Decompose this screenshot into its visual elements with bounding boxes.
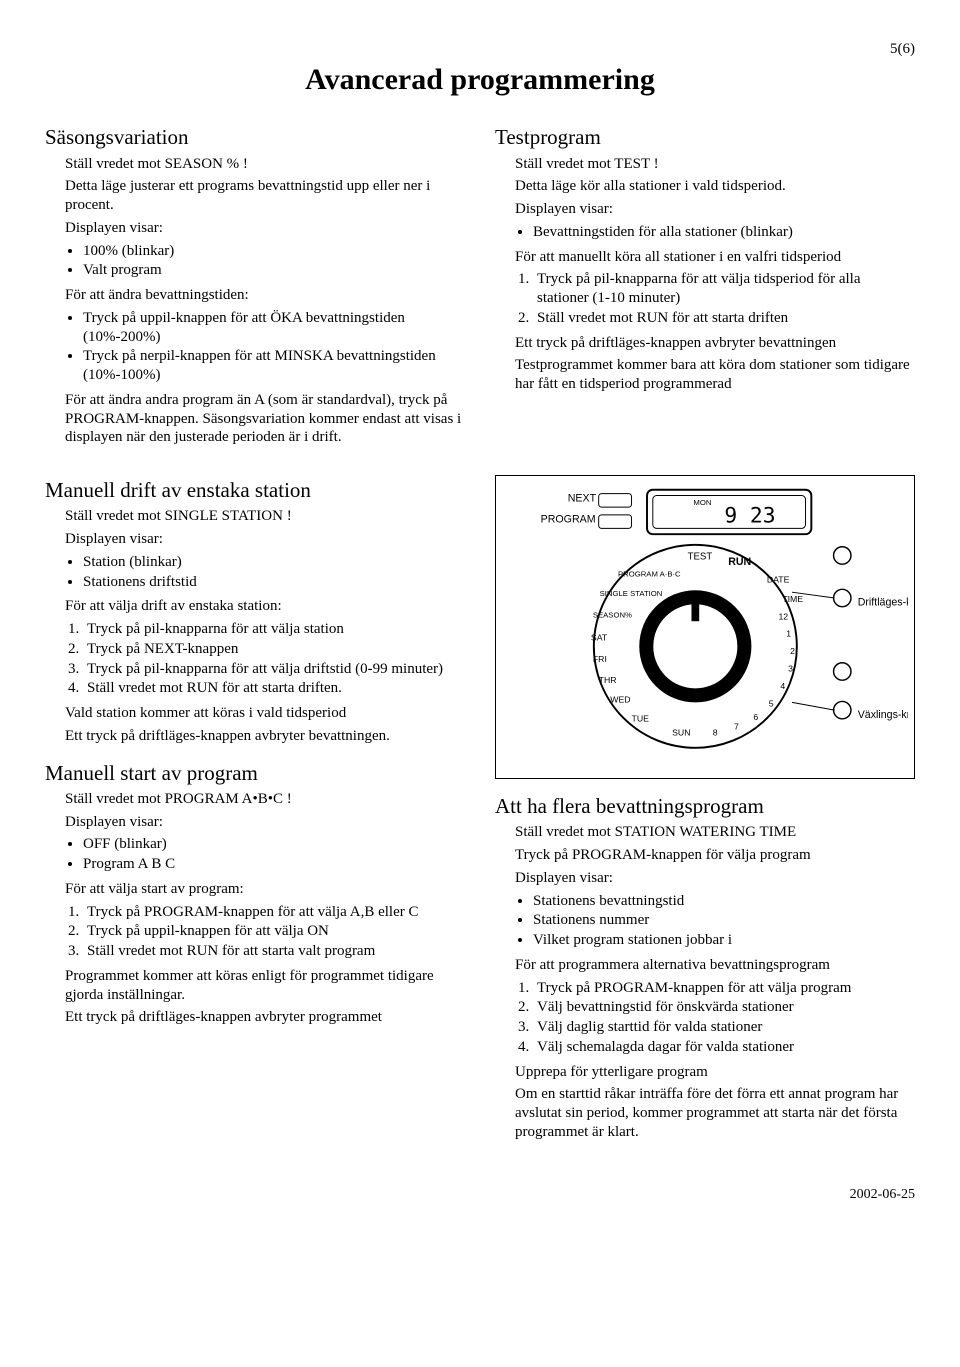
dial-num: 1 [786,629,791,639]
set-dial-text: Ställ vredet mot PROGRAM A•B•C ! [65,790,465,809]
note-text: För att ändra andra program än A (som är… [65,391,465,447]
dial-num: 4 [780,681,785,691]
set-dial-text: Ställ vredet mot STATION WATERING TIME [515,823,915,842]
dial-sat: SAT [591,633,608,643]
display-label: Displayen visar: [65,813,465,832]
lcd-value: 9 23 [724,504,775,529]
steps-label: För att välja start av program: [65,880,465,899]
dial-season: SEASON% [593,610,632,619]
repeat-text: Upprepa för ytterligare program [515,1063,915,1082]
set-dial-text: Ställ vredet mot SEASON % ! [65,155,465,174]
set-dial-text: Ställ vredet mot TEST ! [515,155,915,174]
footer-date: 2002-06-25 [45,1186,915,1204]
desc-text: Detta läge justerar ett programs bevattn… [65,177,465,215]
list-item: Tryck på nerpil-knappen för att MINSKA b… [83,347,465,385]
dial-date: DATE [767,575,790,585]
dial-num: 6 [753,712,758,722]
heading-testprogram: Testprogram [495,124,915,150]
list-item: Välj bevattningstid för önskvärda statio… [533,998,915,1017]
device-illustration: MON 9 23 NEXT PROGRAM TEST RUN DATE TIME… [495,475,915,779]
driftlage-label: Driftläges-knapp [858,597,908,609]
list-item: Tryck på PROGRAM-knappen för att välja A… [83,903,465,922]
dial-wed: WED [610,694,630,704]
list-item: Ställ vredet mot RUN för att starta valt… [83,942,465,961]
heading-seasonsvariation: Säsongsvariation [45,124,465,150]
lcd-mon-label: MON [693,498,711,507]
list-item: Tryck på pil-knapparna för att välja tid… [533,270,915,308]
list-item: Tryck på uppil-knappen för att ÖKA bevat… [83,309,465,347]
heading-manual-single: Manuell drift av enstaka station [45,477,465,503]
list-item: Stationens nummer [533,911,915,930]
after-text: Ett tryck på driftläges-knappen avbryter… [65,727,465,746]
dial-num: 12 [778,611,788,621]
steps-label: För att välja drift av enstaka station: [65,597,465,616]
dial-run: RUN [728,556,751,568]
dial-num: 7 [734,721,739,731]
display-label: Displayen visar: [515,200,915,219]
dial-test: TEST [688,551,713,562]
list-item: Tryck på NEXT-knappen [83,640,465,659]
after-text: Ett tryck på driftläges-knappen avbryter… [65,1008,465,1027]
list-item: Tryck på pil-knapparna för att välja sta… [83,620,465,639]
dial-fri: FRI [593,654,607,664]
change-label: För att ändra bevattningstiden: [65,286,465,305]
list-item: Tryck på pil-knapparna för att välja dri… [83,660,465,679]
list-item: OFF (blinkar) [83,835,465,854]
manual-label: För att manuellt köra all stationer i en… [515,248,915,267]
dial-tue: TUE [632,714,650,724]
list-item: Ställ vredet mot RUN för att starta drif… [533,309,915,328]
dial-thr: THR [599,675,617,685]
list-item: 100% (blinkar) [83,242,465,261]
display-label: Displayen visar: [65,219,465,238]
dial-num: 8 [713,727,718,737]
heading-multi-program: Att ha flera bevattningsprogram [495,793,915,819]
list-item: Vilket program stationen jobbar i [533,931,915,950]
page-number: 5(6) [45,40,915,59]
program-label: PROGRAM [541,514,596,526]
next-label: NEXT [568,492,597,504]
vaxlings-label: Växlings-knapp [858,709,908,721]
main-title: Avancerad programmering [45,61,915,99]
dial-single-station: SINGLE STATION [600,589,663,598]
after-text: Ett tryck på driftläges-knappen avbryter… [515,334,915,353]
after-text: Testprogrammet kommer bara att köra dom … [515,356,915,394]
set-dial-text: Ställ vredet mot SINGLE STATION ! [65,507,465,526]
list-item: Valt program [83,261,465,280]
list-item: Stationens driftstid [83,573,465,592]
dial-program-abc: PROGRAM A·B·C [618,570,681,579]
display-label: Displayen visar: [515,869,915,888]
dial-sun: SUN [672,727,690,737]
note-text: Om en starttid råkar inträffa före det f… [515,1085,915,1141]
list-item: Välj daglig starttid för valda stationer [533,1018,915,1037]
list-item: Stationens bevattningstid [533,892,915,911]
list-item: Tryck på PROGRAM-knappen för att välja p… [533,979,915,998]
press-text: Tryck på PROGRAM-knappen för välja progr… [515,846,915,865]
list-item: Bevattningstiden för alla stationer (bli… [533,223,915,242]
list-item: Välj schemalagda dagar för valda station… [533,1038,915,1057]
heading-manual-program: Manuell start av program [45,760,465,786]
after-text: Vald station kommer att köras i vald tid… [65,704,465,723]
after-text: Programmet kommer att köras enligt för p… [65,967,465,1005]
dial-num: 3 [788,663,793,673]
list-item: Tryck på uppil-knappen för att välja ON [83,922,465,941]
list-item: Station (blinkar) [83,553,465,572]
desc-text: Detta läge kör alla stationer i vald tid… [515,177,915,196]
list-item: Ställ vredet mot RUN för att starta drif… [83,679,465,698]
dial-num: 5 [769,698,774,708]
list-item: Program A B C [83,855,465,874]
steps-label: För att programmera alternativa bevattni… [515,956,915,975]
display-label: Displayen visar: [65,530,465,549]
dial-num: 2 [790,646,795,656]
dial-time: TIME [782,594,803,604]
